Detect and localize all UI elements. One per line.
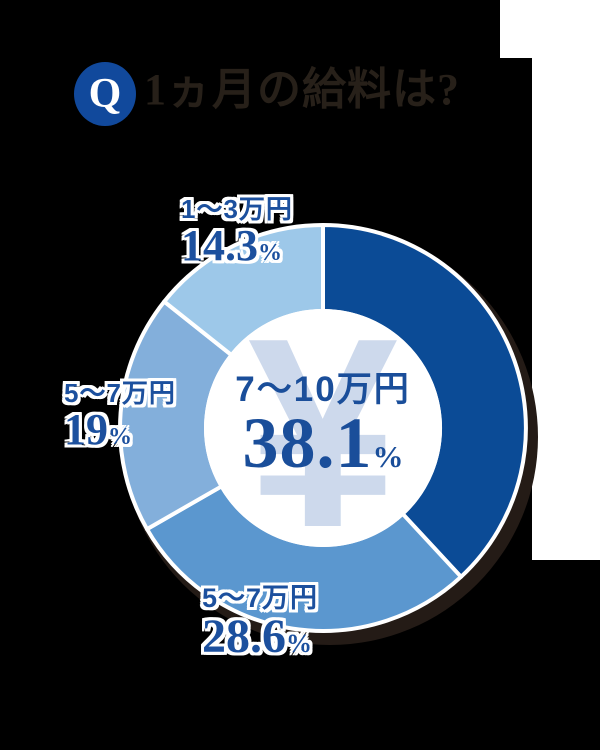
segment-bottom-value: 28.6 <box>202 610 286 664</box>
segment-bottom-range: 5〜7万円 <box>202 583 319 613</box>
question-title: 1ヵ月の給料は? <box>144 65 460 114</box>
segment-left-percent-sign: % <box>108 424 132 451</box>
center-segment-label: 7〜10万円 38.1% <box>173 372 473 479</box>
question-badge-letter: Q <box>88 71 122 117</box>
background-white-area-top-right <box>500 0 532 58</box>
segment-bottom-percent-sign: % <box>286 629 312 659</box>
segment-left-value: 19 <box>64 405 108 455</box>
segment-label-top: 1〜3万円 14.3% <box>181 194 293 271</box>
segment-left-range: 5〜7万円 <box>64 378 176 408</box>
question-badge: Q <box>74 62 136 126</box>
background-white-area-right <box>532 0 600 560</box>
segment-top-value: 14.3 <box>181 221 258 271</box>
center-segment-range: 7〜10万円 <box>235 370 411 409</box>
segment-label-bottom: 5〜7万円 28.6% <box>202 584 318 663</box>
donut-hole <box>204 309 442 547</box>
center-segment-value: 38.1 <box>242 403 373 483</box>
segment-label-left: 5〜7万円 19% <box>64 378 176 455</box>
segment-top-percent-sign: % <box>258 240 282 267</box>
segment-top-range: 1〜3万円 <box>181 194 293 224</box>
center-segment-percent-sign: % <box>372 439 404 474</box>
yen-watermark-icon: ¥ <box>247 283 399 584</box>
